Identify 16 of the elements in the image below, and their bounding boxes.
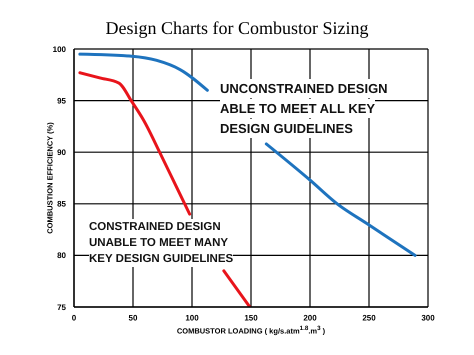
x-tick-label: 50: [128, 314, 138, 323]
y-tick-label: 85: [57, 200, 67, 209]
x-tick-label: 0: [72, 314, 77, 323]
y-tick-label: 75: [57, 302, 67, 312]
x-tick-label: 150: [244, 314, 258, 323]
x-tick-label: 100: [185, 314, 200, 323]
y-tick-label: 90: [57, 148, 67, 158]
annotation: CONSTRAINED DESIGN UNABLE TO MEET MANY KEY DESIGN GUIDELINES: [89, 219, 234, 267]
x-tick-label: 200: [303, 314, 318, 323]
x-tick-label: 250: [362, 314, 376, 323]
y-tick-label: 80: [57, 251, 67, 260]
chart-title: Design Charts for Combustor Sizing: [104, 18, 370, 39]
annotation: UNCONSTRAINED DESIGN ABLE TO MEET ALL KEY DESIGN GUIDELINES: [220, 79, 388, 138]
y-tick-label: 95: [57, 96, 67, 106]
y-tick-label: 100: [52, 44, 67, 54]
x-tick-label: 300: [421, 314, 436, 323]
